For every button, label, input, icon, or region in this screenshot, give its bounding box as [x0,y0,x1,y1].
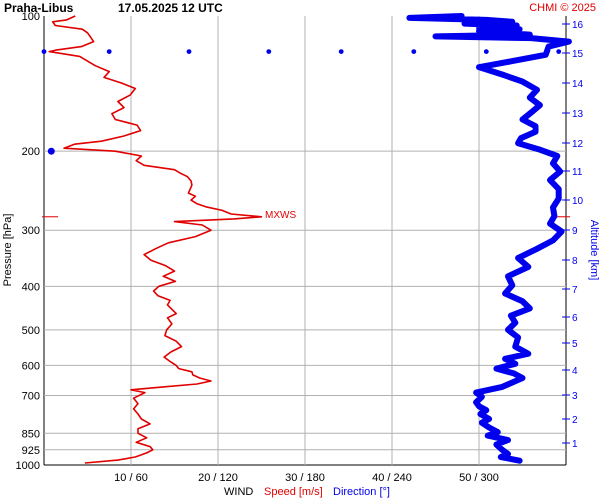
pressure-tick-label: 925 [22,445,40,457]
speed-line [48,15,263,464]
pressure-tick-label: 300 [22,225,40,237]
direction-point [47,147,55,155]
pressure-tick-label: 400 [22,281,40,293]
pressure-tick-label: 600 [22,360,40,372]
y2-axis-label: Altitude [km] [588,220,600,281]
altitude-tick-label: 14 [572,79,584,90]
altitude-tick-label: 12 [572,139,584,150]
altitude-tick-label: 10 [572,196,584,207]
altitude-tick-label: 15 [572,49,584,60]
direction-point [411,49,417,54]
pressure-tick-label: 850 [22,428,40,440]
datetime-title: 17.05.2025 12 UTC [118,1,223,15]
altitude-tick-label: 6 [572,313,578,324]
altitude-tick-label: 11 [572,167,583,178]
direction-point [556,49,562,54]
wind-tick-label: 10 / 60 [114,472,148,484]
x-axis-prefix: WIND [224,486,253,498]
pressure-tick-label: 500 [22,325,40,337]
direction-point [338,49,344,54]
pressure-tick-label: 700 [22,390,40,402]
direction-line [406,13,572,464]
altitude-tick-label: 16 [572,20,584,31]
direction-profile [41,13,572,464]
altitude-tick-label: 1 [572,439,578,450]
direction-point [483,49,489,54]
altitude-tick-label: 2 [572,415,578,426]
copyright: CHMI © 2025 [529,2,596,14]
wind-tick-labels: 10 / 60 20 / 120 30 / 180 40 / 240 50 / 300 [114,472,499,484]
altitude-tick-label: 4 [572,366,578,377]
direction-point [41,49,47,54]
pressure-tick-label: 200 [22,146,40,158]
wind-tick-label: 30 / 180 [285,472,325,484]
altitude-tick-label: 7 [572,285,578,296]
direction-point [266,49,272,54]
altitude-tick-label: 5 [572,339,578,350]
mxws-label: MXWS [265,210,296,221]
altitude-tick-label: 3 [572,391,578,402]
grid [43,16,567,466]
speed-profile [48,15,263,464]
direction-point [106,49,112,54]
altitude-tick-label: 8 [572,256,578,267]
pressure-tick-label: 1000 [16,460,40,472]
y-axis-label: Pressure [hPa] [2,214,14,287]
wind-tick-label: 40 / 240 [372,472,412,484]
pressure-tick-labels: 100 200 300 400 500 600 700 850 925 1000 [16,11,40,472]
altitude-tick-label: 9 [572,226,578,237]
x-axis-speed-label: Speed [m/s] [264,486,323,498]
altitude-tick-label: 13 [572,109,584,120]
x-axis-direction-label: Direction [°] [333,486,390,498]
wind-tick-label: 20 / 120 [198,472,238,484]
pressure-tick-label: 100 [22,11,40,23]
station-title: Praha-Libus [4,1,74,15]
wind-tick-label: 50 / 300 [459,472,499,484]
direction-point [186,49,192,54]
